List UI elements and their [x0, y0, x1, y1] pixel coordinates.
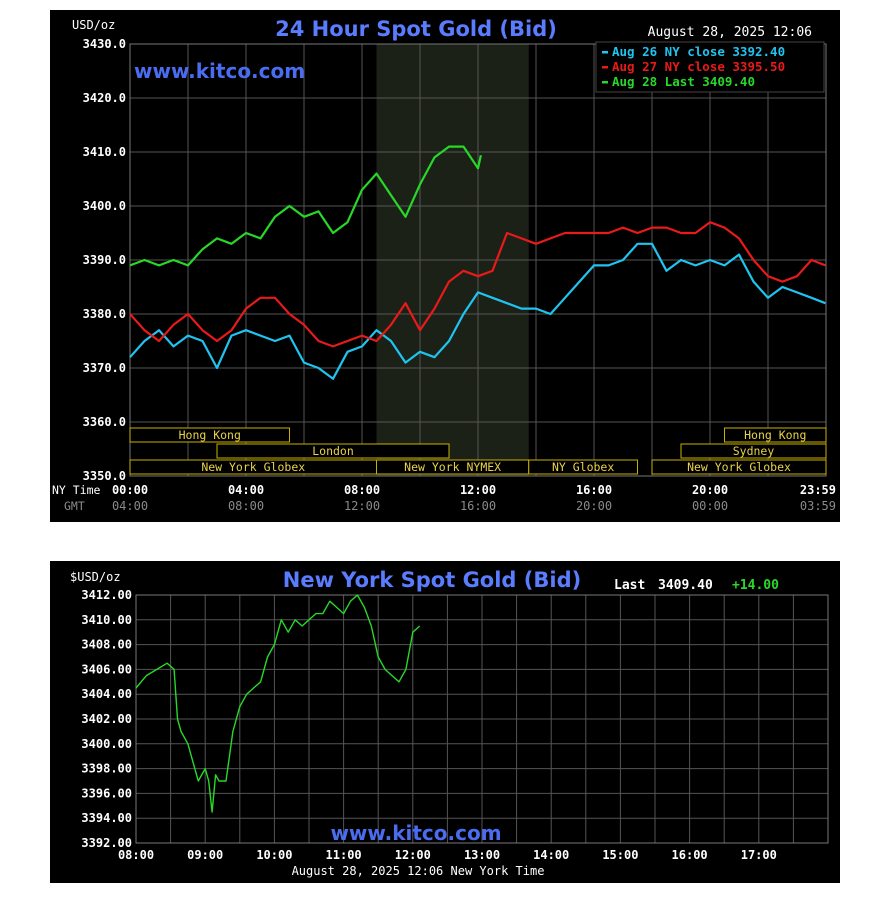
y-tick-label: 3420.0: [83, 91, 126, 105]
legend-swatch: [602, 66, 608, 69]
session-bar: [680, 443, 827, 459]
y-tick-label: 3404.00: [81, 687, 132, 701]
x-tick-label: 17:00: [741, 848, 777, 862]
legend-entry: Aug 27 NY close 3395.50: [612, 59, 785, 74]
last-value: 3409.40: [658, 578, 713, 593]
chart-background: [50, 561, 840, 883]
ny-spot-gold-chart: 3412.00 3410.00 3408.00 3406.00 3404.00 3402.…: [50, 561, 840, 883]
x-tick-label: 13:00: [464, 848, 500, 862]
x-tick-label-gmt: 04:00: [112, 499, 148, 513]
x-tick-label-ny: 16:00: [576, 483, 612, 497]
legend-entry: Aug 26 NY close 3392.40: [612, 44, 785, 59]
x-tick-label: 11:00: [326, 848, 362, 862]
series-line-aug-27: [129, 221, 826, 348]
session-label: Hong Kong: [744, 428, 806, 442]
y-tick-labels: 3412.00 3410.00 3408.00 3406.00 3404.00 3402.…: [81, 588, 132, 850]
session-bar: [129, 427, 290, 443]
ny-time-row-label: NY Time: [52, 483, 101, 497]
x-tick-label-ny: 20:00: [692, 483, 728, 497]
session-bar: [724, 427, 827, 443]
y-tick-labels: 3430.0 3420.0 3410.0 3400.0 3390.0 3380.0 3370…: [83, 37, 126, 483]
session-label: New York NYMEX: [404, 460, 501, 474]
session-label: Sydney: [733, 444, 775, 458]
session-bar: [651, 459, 827, 475]
change-value: +14.00: [732, 578, 779, 593]
legend-box: [595, 41, 825, 93]
session-label: NY Globex: [552, 460, 614, 474]
chart-title: 24 Hour Spot Gold (Bid): [275, 17, 557, 41]
series-line-aug-28: [129, 145, 482, 267]
series-line-aug-26: [129, 242, 826, 380]
y-axis-unit-label: USD/oz: [72, 18, 115, 32]
spot-gold-24h-chart: Hong Kong Hong Kong London Sydney New York G…: [50, 10, 840, 522]
y-tick-label: 3350.0: [83, 469, 126, 483]
session-bar: [528, 459, 638, 475]
session-label: Hong Kong: [179, 428, 241, 442]
x-tick-label: 16:00: [672, 848, 708, 862]
x-tick-label-ny: 12:00: [460, 483, 496, 497]
watermark: www.kitco.com: [134, 59, 305, 83]
x-tick-label-ny: 23:59: [800, 483, 836, 497]
y-tick-label: 3392.00: [81, 836, 132, 850]
chart-title: New York Spot Gold (Bid): [283, 568, 581, 592]
y-tick-label: 3430.0: [83, 37, 126, 51]
legend-entry: Aug 28 Last 3409.40: [612, 74, 755, 89]
y-tick-label: 3394.00: [81, 811, 132, 825]
watermark: www.kitco.com: [330, 821, 501, 845]
x-tick-label: 09:00: [187, 848, 223, 862]
plot-frame: [135, 594, 829, 844]
legend-swatch: [602, 81, 608, 84]
y-axis-unit-label: $USD/oz: [70, 570, 121, 584]
y-tick-label: 3408.00: [81, 638, 132, 652]
series-lines: [135, 594, 421, 813]
footer-timestamp: August 28, 2025 12:06 New York Time: [292, 864, 545, 878]
grid: [129, 43, 827, 477]
last-label: Last: [614, 578, 645, 593]
timestamp: August 28, 2025 12:06: [648, 25, 812, 40]
x-tick-label-gmt: 00:00: [692, 499, 728, 513]
y-tick-label: 3410.0: [83, 145, 126, 159]
x-tick-label-gmt: 12:00: [344, 499, 380, 513]
x-tick-label: 14:00: [533, 848, 569, 862]
x-tick-label-gmt: 03:59: [800, 499, 836, 513]
chart-ny-svg: 3412.00 3410.00 3408.00 3406.00 3404.00 3402.…: [50, 561, 840, 883]
y-tick-label: 3370.0: [83, 361, 126, 375]
x-tick-label: 10:00: [256, 848, 292, 862]
x-tick-labels: 00:00 04:00 08:00 12:00 16:00 20:00 23:59 04:00…: [112, 483, 836, 513]
session-label: London: [312, 444, 354, 458]
x-tick-label: 12:00: [395, 848, 431, 862]
series-lines: [129, 145, 826, 380]
x-tick-label-gmt: 20:00: [576, 499, 612, 513]
x-tick-label: 15:00: [602, 848, 638, 862]
y-tick-label: 3360.0: [83, 415, 126, 429]
y-tick-label: 3390.0: [83, 253, 126, 267]
x-tick-label: 08:00: [118, 848, 154, 862]
legend-swatch: [602, 51, 608, 54]
session-label: New York Globex: [687, 460, 791, 474]
plot-frame: [129, 43, 827, 477]
y-tick-label: 3406.00: [81, 662, 132, 676]
x-tick-label-gmt: 08:00: [228, 499, 264, 513]
session-bars: Hong Kong Hong Kong London Sydney New York G…: [129, 427, 827, 475]
y-tick-label: 3410.00: [81, 613, 132, 627]
x-tick-labels: 08:00 09:00 10:00 11:00 12:00 13:00 14:00 15:00…: [118, 848, 777, 862]
y-tick-label: 3400.0: [83, 199, 126, 213]
session-label: New York Globex: [201, 460, 305, 474]
y-tick-label: 3396.00: [81, 786, 132, 800]
grid: [135, 594, 829, 844]
x-tick-label-ny: 08:00: [344, 483, 380, 497]
y-tick-label: 3402.00: [81, 712, 132, 726]
x-tick-label-gmt: 16:00: [460, 499, 496, 513]
y-tick-label: 3398.00: [81, 762, 132, 776]
x-tick-label-ny: 04:00: [228, 483, 264, 497]
y-tick-label: 3380.0: [83, 307, 126, 321]
y-tick-label: 3400.00: [81, 737, 132, 751]
series-line-ny-spot: [135, 594, 421, 813]
gmt-row-label: GMT: [64, 499, 85, 513]
y-tick-label: 3412.00: [81, 588, 132, 602]
x-tick-label-ny: 00:00: [112, 483, 148, 497]
session-bar: [216, 443, 450, 459]
chart-24h-svg: Hong Kong Hong Kong London Sydney New York G…: [50, 10, 840, 522]
